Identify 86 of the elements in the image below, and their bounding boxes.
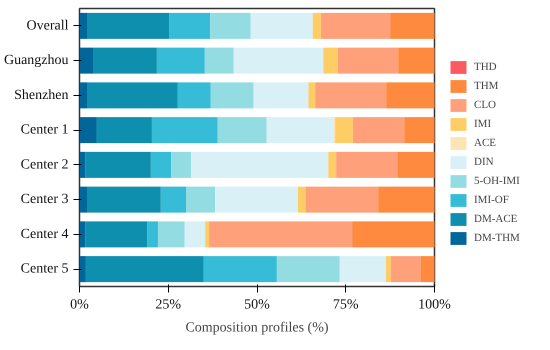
bar [312,12,321,39]
y-tick-label: Guangzhou [4,53,69,68]
legend-label: CLO [474,99,496,111]
bar [308,82,316,108]
bar [209,221,352,248]
bar [177,82,210,108]
y-tick-label: Overall [26,18,69,34]
bar [335,117,353,144]
bar [80,82,88,108]
x-axis-title: Composition profiles (%) [185,320,329,336]
bar [152,117,218,144]
bar [147,221,158,248]
bar [171,152,191,178]
bar [80,12,88,39]
legend-label: DM-THM [474,232,520,244]
legend-label: THD [474,61,497,73]
bar [390,256,421,282]
bar [352,117,404,144]
legend-label: THM [474,80,498,92]
bar [88,12,170,39]
bar [204,48,234,74]
bar [169,12,210,39]
y-tick-label: Center 1 [20,122,69,138]
bar [378,186,434,213]
bar [184,221,206,248]
bar [215,186,298,213]
x-tick-label: 75% [332,298,359,312]
legend-label: DM-ACE [474,213,518,225]
bar [398,48,434,74]
x-tick-label: 25% [155,298,182,312]
bar [204,256,277,282]
y-tick-label: Center 3 [20,192,69,208]
bar [210,82,254,108]
bar [96,117,152,144]
x-tick-label: 50% [244,298,270,312]
bar [85,221,148,248]
bar [158,221,185,248]
bar [315,82,386,108]
bar [85,152,151,178]
bar [398,152,434,178]
bar [306,186,378,213]
bar [205,221,210,248]
bar [352,221,434,248]
bar [190,152,328,178]
bar [150,152,172,178]
bar [340,256,386,282]
y-tick-label: Center 2 [20,157,69,172]
bar [80,117,97,144]
bar [186,186,216,213]
bar [253,82,308,108]
bar [88,186,161,213]
bar [80,186,88,213]
bar [250,12,313,39]
bar [210,12,251,39]
bar [80,256,86,282]
bar [420,256,434,282]
bar [92,48,157,74]
y-tick-label: Center 5 [20,262,69,277]
bar [80,48,93,74]
legend-label: IMI [474,118,492,130]
bar [276,256,340,282]
legend-label: ACE [474,137,496,149]
bar [156,48,205,74]
bar [86,256,204,282]
bar [328,152,336,178]
y-tick-label: Center 4 [20,226,69,242]
x-tick-label: 100% [418,298,452,312]
bar [266,117,334,144]
bar [298,186,306,213]
bar [404,117,434,144]
bar [386,256,391,282]
bar [323,48,338,74]
bar [160,186,186,213]
x-tick-label: 0% [70,298,90,312]
bar [218,117,267,144]
bar [320,12,390,39]
y-tick-label: Shenzhen [14,88,69,103]
bar [338,48,398,74]
legend-label: DIN [474,156,494,168]
bar [386,82,434,108]
bar [234,48,324,74]
bar [336,152,398,178]
legend-label: 5-OH-IMI [474,175,520,187]
bar [88,82,178,108]
bar [390,12,434,39]
legend-label: IMI-OF [474,194,509,206]
